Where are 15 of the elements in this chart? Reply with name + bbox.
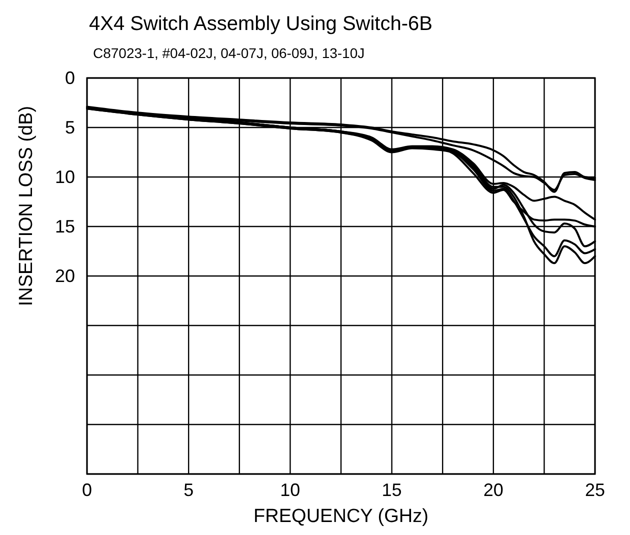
y-tick-label: 15 <box>54 216 75 236</box>
x-axis-title: FREQUENCY (GHz) <box>254 506 428 527</box>
y-tick-label: 0 <box>64 68 75 88</box>
x-tick-label: 0 <box>82 480 92 500</box>
x-tick-label: 20 <box>483 480 504 500</box>
x-tick-label: 15 <box>382 480 402 500</box>
x-tick-label: 5 <box>184 480 194 500</box>
x-tick-label: 10 <box>280 480 300 500</box>
y-tick-label: 20 <box>54 266 75 286</box>
y-axis-title: INSERTION LOSS (dB) <box>16 106 37 306</box>
y-tick-label: 10 <box>54 167 75 187</box>
x-tick-label: 25 <box>584 480 606 500</box>
y-tick-label: 5 <box>64 118 75 138</box>
chart-title: 4X4 Switch Assembly Using Switch-6B <box>89 13 432 35</box>
chart-subtitle: C87023-1, #04-02J, 04-07J, 06-09J, 13-10J <box>93 45 365 61</box>
